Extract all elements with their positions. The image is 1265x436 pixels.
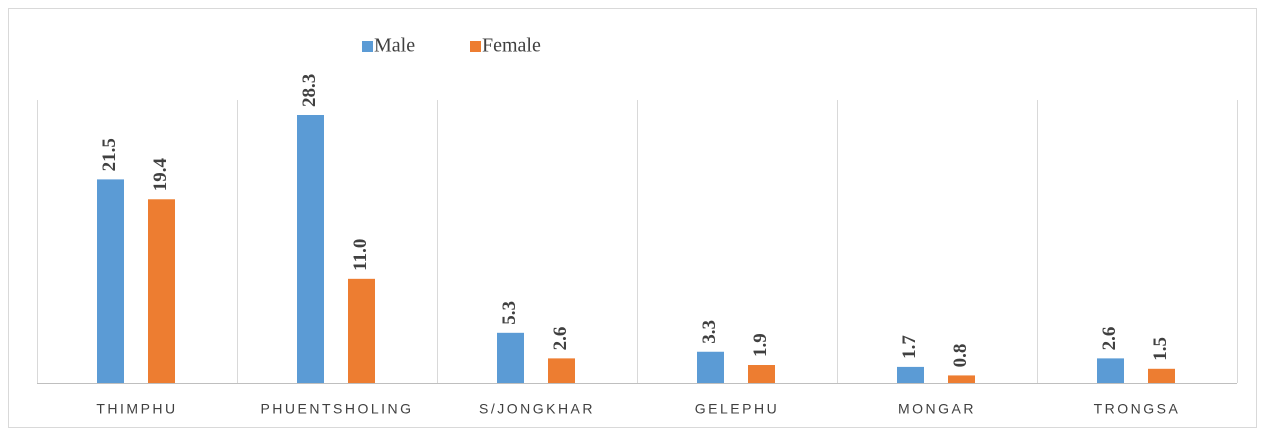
x-tick-label: MONGAR — [898, 401, 976, 417]
data-label: 0.8 — [950, 344, 971, 368]
chart-border — [8, 8, 1257, 428]
data-label: 2.6 — [1099, 327, 1120, 351]
bar — [348, 278, 375, 383]
data-label: 2.6 — [550, 327, 571, 351]
bar — [148, 199, 175, 383]
bar — [97, 179, 124, 383]
bar — [897, 366, 924, 383]
bar — [548, 358, 575, 383]
bar — [297, 114, 324, 384]
data-label: 3.3 — [699, 320, 720, 344]
legend-swatch — [470, 41, 481, 52]
legend-label: Male — [374, 35, 415, 57]
data-label: 1.9 — [750, 333, 771, 357]
legend-label: Female — [482, 35, 541, 57]
x-tick-label: GELEPHU — [695, 401, 779, 417]
x-tick-label: THIMPHU — [96, 401, 177, 417]
data-label: 11.0 — [350, 239, 371, 271]
bar — [697, 351, 724, 383]
data-label: 21.5 — [99, 138, 120, 171]
x-tick-label: S/JONGKHAR — [479, 401, 595, 417]
x-tick-label: PHUENTSHOLING — [260, 401, 413, 417]
data-label: 1.5 — [1150, 337, 1171, 361]
data-label: 1.7 — [899, 335, 920, 359]
bar — [948, 375, 975, 383]
bar — [1148, 368, 1175, 383]
bar — [497, 332, 524, 383]
data-label: 19.4 — [150, 158, 171, 192]
x-tick-label: TRONGSA — [1094, 401, 1181, 417]
data-label: 5.3 — [499, 301, 520, 325]
legend-swatch — [362, 41, 373, 52]
bar — [1097, 358, 1124, 383]
data-label: 28.3 — [299, 74, 320, 107]
bar — [748, 365, 775, 383]
